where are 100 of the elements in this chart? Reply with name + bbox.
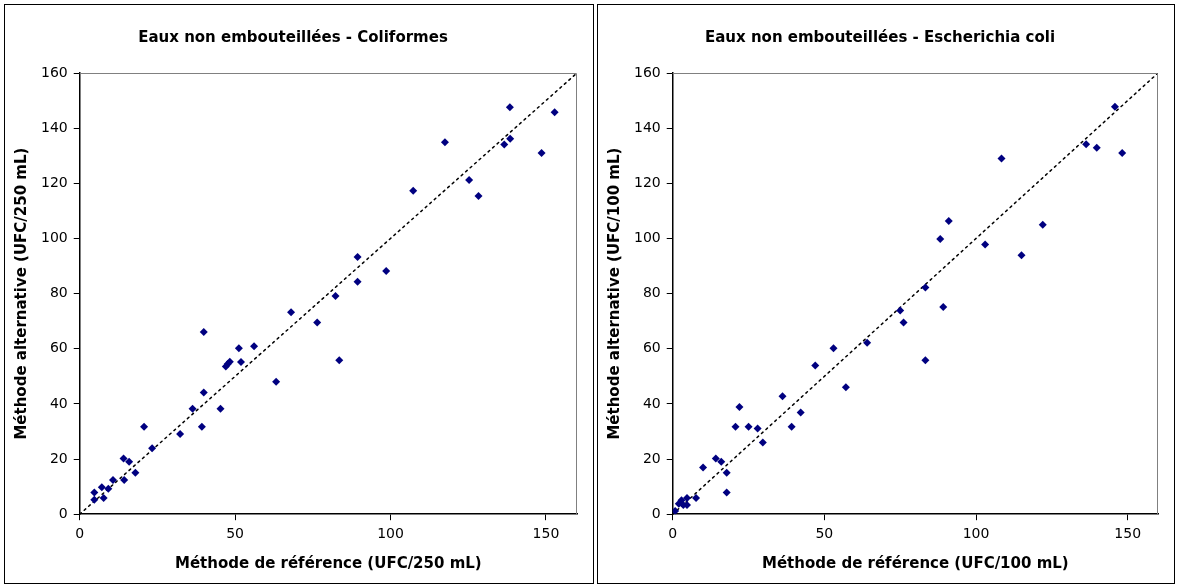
y-tick-label: 40	[642, 394, 661, 411]
y-tick-label: 80	[642, 284, 661, 301]
point	[1082, 140, 1091, 149]
y-tick-label: 140	[40, 118, 68, 135]
point	[465, 175, 474, 184]
y-tick-label: 60	[49, 339, 68, 356]
y-tick-label: 60	[642, 339, 661, 356]
point	[474, 191, 483, 200]
point	[125, 457, 134, 466]
point	[506, 134, 515, 143]
point	[896, 306, 905, 315]
point	[735, 402, 744, 411]
point	[811, 361, 820, 370]
y-tick-label: 20	[642, 449, 661, 466]
point	[90, 488, 99, 497]
x-tick-label: 50	[815, 525, 834, 542]
point	[936, 235, 945, 243]
point	[90, 495, 99, 504]
point	[699, 463, 708, 472]
point	[744, 422, 753, 431]
point	[981, 240, 990, 249]
point	[440, 138, 449, 147]
y-tick-label: 20	[49, 449, 68, 466]
point	[188, 404, 197, 413]
point	[1092, 143, 1101, 152]
point	[148, 444, 157, 453]
point	[722, 468, 731, 477]
y-axis-title: Méthode alternative (UFC/250 mL)	[11, 147, 30, 440]
point	[331, 292, 340, 301]
point	[353, 277, 362, 286]
point	[131, 468, 140, 477]
point	[829, 344, 838, 353]
chart-title: Eaux non embouteillées - Escherichia coli	[704, 27, 1056, 46]
point	[997, 154, 1006, 163]
point	[778, 392, 787, 401]
point	[863, 338, 872, 347]
point	[921, 283, 930, 292]
point	[272, 377, 281, 386]
point	[108, 476, 117, 485]
point	[140, 422, 149, 431]
y-tick-label: 80	[49, 284, 68, 301]
point	[97, 483, 106, 492]
point	[409, 186, 418, 195]
point	[500, 140, 509, 149]
point	[1038, 220, 1047, 229]
x-axis-title: Méthode de référence (UFC/250 mL)	[175, 553, 482, 572]
point	[796, 408, 805, 417]
point	[313, 318, 322, 327]
point	[353, 252, 362, 261]
point	[120, 476, 129, 485]
point	[758, 438, 767, 447]
y-tick-label: 100	[40, 229, 68, 246]
point	[505, 103, 514, 112]
point	[250, 342, 259, 351]
y-tick-label: 40	[49, 394, 68, 411]
point	[672, 506, 680, 515]
y-tick-label: 160	[40, 63, 68, 80]
point	[237, 357, 246, 366]
point	[99, 493, 108, 502]
point	[1110, 102, 1119, 111]
point	[119, 454, 128, 463]
point	[216, 404, 225, 413]
y-axis-title: Méthode alternative (UFC/100 mL)	[604, 147, 623, 440]
x-tick-label: 100	[377, 525, 404, 542]
y-tick-label: 120	[633, 173, 661, 190]
point	[717, 457, 726, 466]
point	[711, 454, 720, 463]
x-tick-label: 50	[226, 525, 245, 542]
point	[722, 488, 731, 497]
y-tick-label: 0	[58, 504, 68, 521]
point	[841, 383, 850, 392]
point	[682, 493, 691, 502]
point	[692, 493, 701, 502]
x-tick-label: 100	[962, 525, 990, 542]
point	[537, 148, 546, 157]
point	[199, 327, 208, 336]
x-tick-label: 150	[532, 525, 560, 542]
point	[731, 422, 740, 431]
point	[550, 108, 559, 117]
y-tick-label: 140	[633, 118, 661, 135]
point	[787, 422, 796, 431]
point	[1017, 251, 1026, 260]
point	[939, 303, 948, 312]
y-tick-label: 160	[633, 63, 661, 80]
point	[921, 356, 930, 365]
y-tick-label: 0	[651, 504, 661, 521]
x-tick-label: 0	[668, 525, 678, 542]
point	[287, 308, 296, 317]
point	[197, 422, 206, 431]
chart-title: Eaux non embouteillées - Coliformes	[138, 27, 448, 46]
point	[899, 318, 908, 327]
point	[382, 266, 391, 275]
point	[944, 217, 953, 226]
point	[176, 429, 185, 438]
y-tick-label: 100	[633, 229, 661, 246]
point	[199, 388, 208, 397]
point	[753, 424, 762, 433]
x-axis-title: Méthode de référence (UFC/100 mL)	[762, 553, 1069, 572]
point	[1118, 148, 1127, 157]
point	[335, 356, 344, 365]
